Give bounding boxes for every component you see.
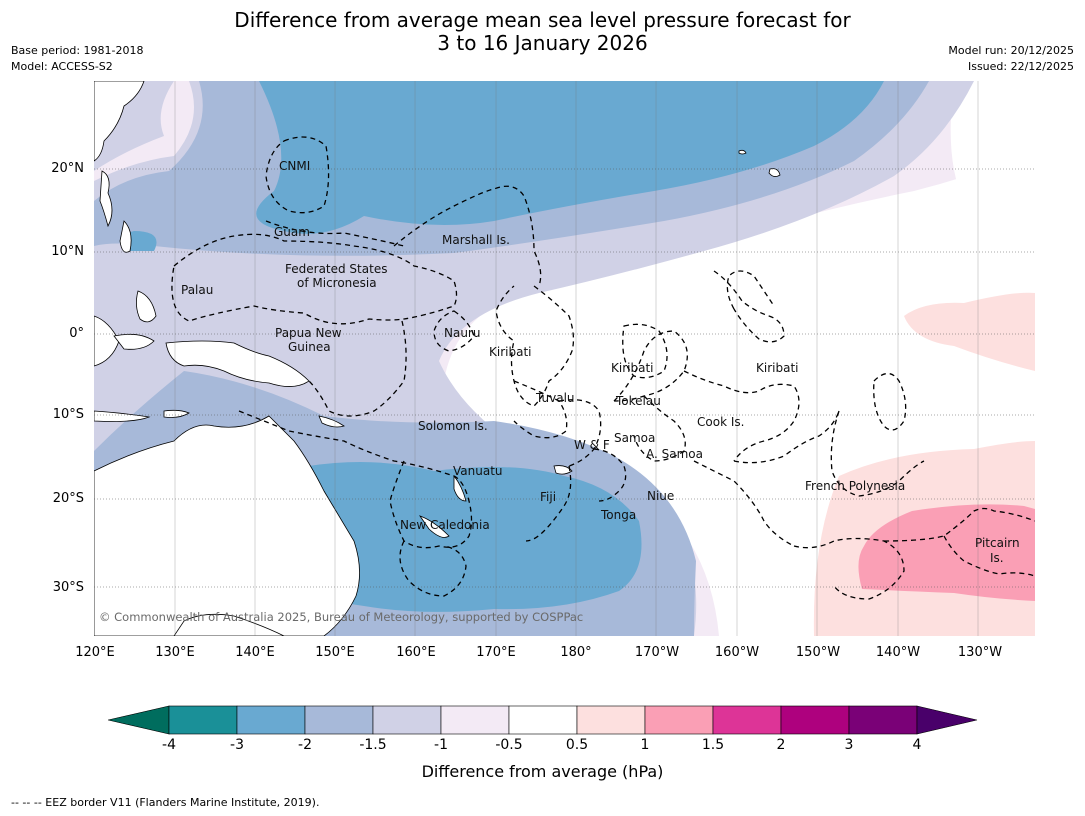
issued-date: Issued: 22/12/2025 <box>967 60 1074 73</box>
cbar-tick: 3 <box>844 737 854 753</box>
colorbar-cell <box>848 705 918 735</box>
lat-label-10n: 10°N <box>51 244 84 259</box>
chart-title-line1: Difference from average mean sea level p… <box>234 8 851 32</box>
label-nauru: Nauru <box>444 326 480 340</box>
copyright-notice: © Commonwealth of Australia 2025, Bureau… <box>99 610 583 624</box>
label-kiribati-east: Kiribati <box>756 361 798 375</box>
lat-label-0: 0° <box>69 326 84 341</box>
label-tonga: Tonga <box>600 508 636 522</box>
colorbar-over-arrow <box>916 705 978 735</box>
cbar-tick: 0.5 <box>565 737 589 753</box>
label-kiribati-west: Kiribati <box>489 345 531 359</box>
eez-borders <box>171 136 1035 600</box>
colorbar-cell <box>440 705 510 735</box>
band-neutral-north <box>950 81 1035 205</box>
label-wf: W & F <box>574 438 610 452</box>
pressure-anomaly-map: CNMI Guam Marshall Is. Federated States … <box>94 81 1035 636</box>
cbar-tick: -4 <box>162 737 176 753</box>
colorbar-label: Difference from average (hPa) <box>421 762 664 781</box>
label-new-caledonia: New Caledonia <box>400 518 490 532</box>
lon-label-140e: 140°E <box>235 645 275 660</box>
lon-label-130w: 130°W <box>957 645 1003 660</box>
colorbar-cell <box>304 705 374 735</box>
label-guam: Guam <box>274 225 310 239</box>
colorbar-cell <box>644 705 714 735</box>
graticule <box>94 168 1035 588</box>
lon-label-120e: 120°E <box>75 645 115 660</box>
label-marshall: Marshall Is. <box>442 233 510 247</box>
cbar-tick: -1.5 <box>359 737 387 753</box>
label-fsm-2: of Micronesia <box>297 276 377 290</box>
colorbar-cell <box>780 705 850 735</box>
label-french-polynesia: French Polynesia <box>805 479 905 493</box>
meridians <box>174 81 979 636</box>
label-tokelau: Tokelau <box>615 394 661 408</box>
colorbar-cell <box>372 705 442 735</box>
eez-footnote: -- -- -- EEZ border V11 (Flanders Marine… <box>11 796 320 809</box>
model-run: Model run: 20/12/2025 <box>948 44 1074 57</box>
chart-title-line2: 3 to 16 January 2026 <box>437 31 648 55</box>
cbar-tick: 2 <box>776 737 786 753</box>
lon-label-150e: 150°E <box>315 645 355 660</box>
cbar-tick: -2 <box>298 737 312 753</box>
lat-label-20s: 20°S <box>52 491 84 506</box>
label-pitcairn-2: Is. <box>990 551 1004 565</box>
base-period: Base period: 1981-2018 <box>11 44 144 57</box>
cbar-tick: -3 <box>230 737 244 753</box>
colorbar <box>108 705 978 735</box>
label-cook: Cook Is. <box>697 415 744 429</box>
label-fiji: Fiji <box>540 490 556 504</box>
colorbar-under-arrow <box>108 705 170 735</box>
label-pitcairn-1: Pitcairn <box>975 536 1020 550</box>
lat-label-10s: 10°S <box>52 407 84 422</box>
label-fsm-1: Federated States <box>285 262 387 276</box>
label-palau: Palau <box>181 283 213 297</box>
colorbar-cell <box>236 705 306 735</box>
lon-label-150w: 150°W <box>795 645 841 660</box>
cbar-tick: 1 <box>640 737 650 753</box>
lon-label-140w: 140°W <box>875 645 921 660</box>
colorbar-cell <box>712 705 782 735</box>
lon-label-160e: 160°E <box>396 645 436 660</box>
label-cnmi: CNMI <box>279 159 310 173</box>
place-labels: CNMI Guam Marshall Is. Federated States … <box>181 159 1020 565</box>
label-niue: Niue <box>647 489 674 503</box>
colorbar-cell <box>508 705 578 735</box>
cbar-tick: 4 <box>912 737 922 753</box>
label-kiribati-central: Kiribati <box>611 361 653 375</box>
label-png-2: Guinea <box>288 340 331 354</box>
model-name: Model: ACCESS-S2 <box>11 60 113 73</box>
label-solomon: Solomon Is. <box>418 419 488 433</box>
cbar-tick: -1 <box>434 737 448 753</box>
colorbar-cell <box>576 705 646 735</box>
lon-label-170e: 170°E <box>476 645 516 660</box>
label-tuvalu: Tuvalu <box>535 391 575 405</box>
colorbar-cell <box>168 705 238 735</box>
label-png-1: Papua New <box>275 326 342 340</box>
cbar-tick: 1.5 <box>701 737 725 753</box>
lon-label-160w: 160°W <box>714 645 760 660</box>
band-pos1-15 <box>858 504 1035 601</box>
label-samoa: Samoa <box>614 431 655 445</box>
label-asamoa: A. Samoa <box>646 447 703 461</box>
cbar-tick: -0.5 <box>495 737 523 753</box>
lon-label-170w: 170°W <box>634 645 680 660</box>
coastlines <box>94 81 781 636</box>
lat-label-20n: 20°N <box>51 161 84 176</box>
label-vanuatu: Vanuatu <box>453 464 503 478</box>
lon-label-130e: 130°E <box>155 645 195 660</box>
lon-label-180: 180° <box>560 645 592 660</box>
lat-label-30s: 30°S <box>52 580 84 595</box>
